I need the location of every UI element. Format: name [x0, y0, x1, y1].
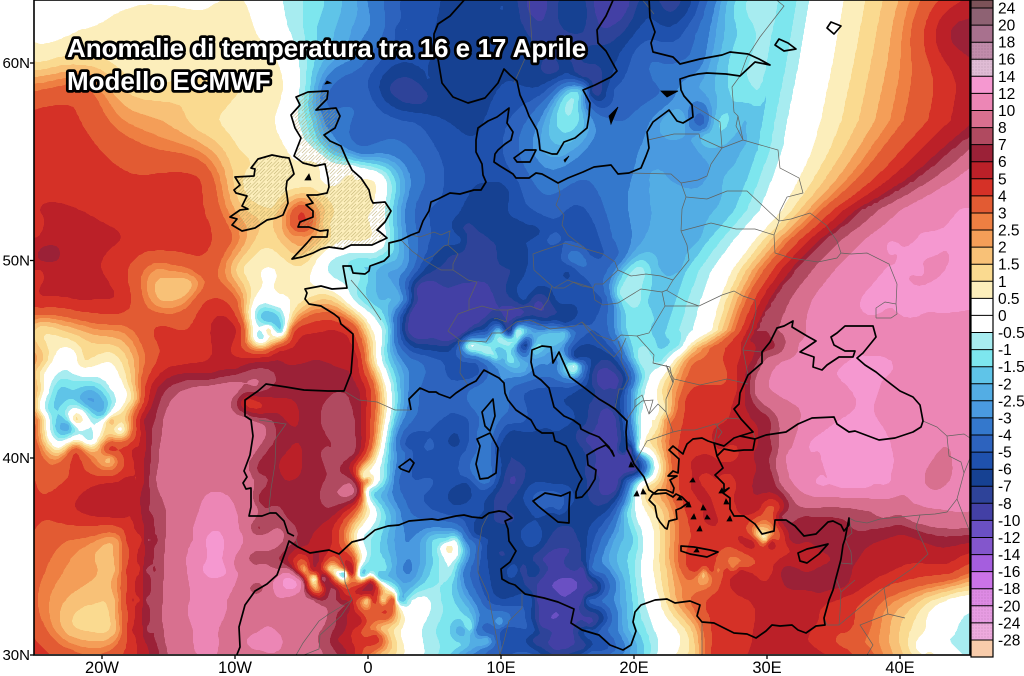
svg-text:-10: -10 [998, 513, 1021, 530]
svg-text:-3: -3 [998, 410, 1012, 427]
svg-text:40N: 40N [2, 450, 30, 467]
svg-text:20E: 20E [619, 659, 648, 676]
svg-text:16: 16 [998, 52, 1015, 69]
svg-text:-1: -1 [998, 342, 1012, 359]
svg-text:4: 4 [998, 188, 1007, 205]
svg-text:2: 2 [998, 240, 1007, 257]
svg-text:-24: -24 [998, 615, 1021, 632]
svg-text:-1.5: -1.5 [998, 359, 1024, 376]
svg-text:3: 3 [998, 206, 1007, 223]
svg-text:8: 8 [998, 120, 1007, 137]
svg-text:2.5: 2.5 [998, 223, 1020, 240]
svg-text:24: 24 [998, 1, 1016, 18]
svg-text:60N: 60N [2, 55, 30, 72]
svg-text:5: 5 [998, 171, 1007, 188]
svg-text:30N: 30N [2, 647, 30, 664]
svg-text:-16: -16 [998, 564, 1020, 581]
svg-text:20: 20 [998, 18, 1016, 35]
svg-text:-28: -28 [998, 633, 1020, 650]
svg-text:-6: -6 [998, 462, 1012, 479]
svg-text:1.5: 1.5 [998, 257, 1020, 274]
svg-text:-8: -8 [998, 496, 1012, 513]
svg-text:-2: -2 [998, 376, 1012, 393]
svg-text:0: 0 [363, 659, 372, 676]
svg-text:Modello ECMWF: Modello ECMWF [67, 66, 271, 96]
svg-text:30E: 30E [752, 659, 781, 676]
svg-text:10W: 10W [218, 659, 252, 676]
svg-text:-14: -14 [998, 547, 1021, 564]
svg-text:20W: 20W [85, 659, 119, 676]
svg-text:14: 14 [998, 69, 1016, 86]
svg-text:-7: -7 [998, 479, 1012, 496]
svg-text:0: 0 [998, 308, 1007, 325]
svg-text:40E: 40E [885, 659, 914, 676]
svg-text:-2.5: -2.5 [998, 393, 1024, 410]
svg-text:10: 10 [998, 103, 1016, 120]
svg-text:7: 7 [998, 137, 1007, 154]
svg-text:6: 6 [998, 154, 1007, 171]
svg-text:-4: -4 [998, 428, 1012, 445]
svg-text:-20: -20 [998, 598, 1021, 615]
svg-text:-0.5: -0.5 [998, 325, 1024, 342]
svg-text:-5: -5 [998, 445, 1012, 462]
svg-text:12: 12 [998, 86, 1015, 103]
svg-text:10E: 10E [486, 659, 515, 676]
svg-text:-18: -18 [998, 581, 1020, 598]
svg-text:-12: -12 [998, 530, 1020, 547]
svg-text:0.5: 0.5 [998, 291, 1020, 308]
svg-text:1: 1 [998, 274, 1007, 291]
svg-text:50N: 50N [2, 253, 30, 270]
svg-text:18: 18 [998, 35, 1015, 52]
svg-text:Anomalie di temperatura tra 16: Anomalie di temperatura tra 16 e 17 Apri… [67, 33, 586, 63]
